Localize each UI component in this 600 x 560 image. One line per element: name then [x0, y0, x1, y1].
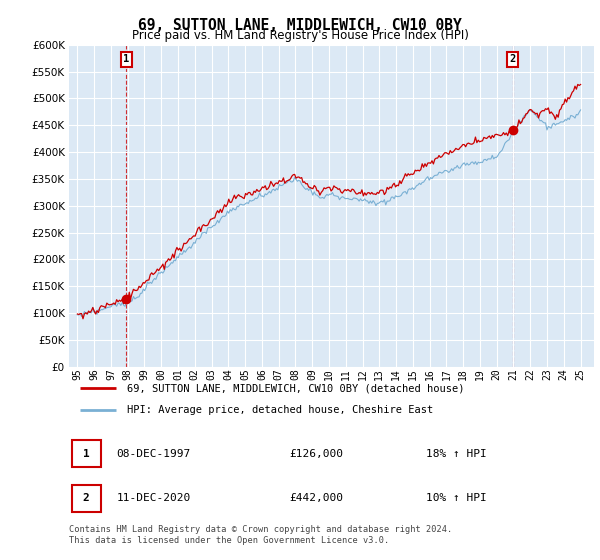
- Text: 69, SUTTON LANE, MIDDLEWICH, CW10 0BY (detached house): 69, SUTTON LANE, MIDDLEWICH, CW10 0BY (d…: [127, 383, 464, 393]
- Text: 1: 1: [83, 449, 89, 459]
- Text: Price paid vs. HM Land Registry's House Price Index (HPI): Price paid vs. HM Land Registry's House …: [131, 29, 469, 42]
- Text: 11-DEC-2020: 11-DEC-2020: [116, 493, 191, 503]
- Text: 69, SUTTON LANE, MIDDLEWICH, CW10 0BY: 69, SUTTON LANE, MIDDLEWICH, CW10 0BY: [138, 18, 462, 33]
- Text: 08-DEC-1997: 08-DEC-1997: [116, 449, 191, 459]
- Text: 1: 1: [123, 54, 130, 64]
- Text: Contains HM Land Registry data © Crown copyright and database right 2024.
This d: Contains HM Land Registry data © Crown c…: [69, 525, 452, 545]
- FancyBboxPatch shape: [71, 440, 101, 467]
- Text: 2: 2: [509, 54, 516, 64]
- Text: HPI: Average price, detached house, Cheshire East: HPI: Average price, detached house, Ches…: [127, 405, 433, 415]
- Text: 2: 2: [83, 493, 89, 503]
- Text: 10% ↑ HPI: 10% ↑ HPI: [426, 493, 487, 503]
- FancyBboxPatch shape: [71, 485, 101, 512]
- Text: £442,000: £442,000: [290, 493, 343, 503]
- Text: 18% ↑ HPI: 18% ↑ HPI: [426, 449, 487, 459]
- Text: £126,000: £126,000: [290, 449, 343, 459]
